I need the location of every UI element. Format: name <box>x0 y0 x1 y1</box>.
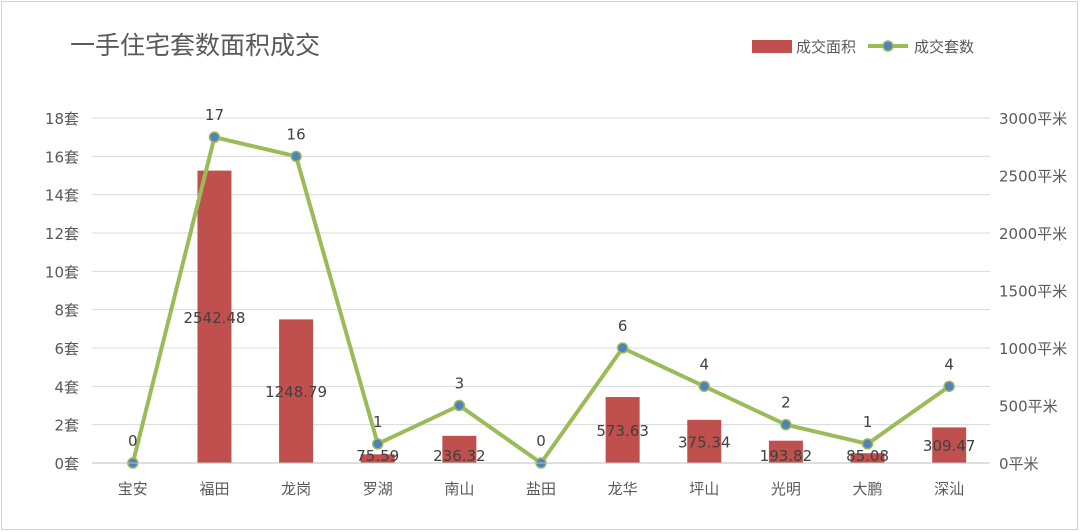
line-value-label: 0 <box>536 432 546 450</box>
left-tick-label: 12套 <box>45 225 79 243</box>
left-tick-label: 10套 <box>45 263 79 281</box>
right-tick-label: 3000平米 <box>999 110 1067 128</box>
legend-line-marker <box>882 40 894 52</box>
legend-line-label: 成交套数 <box>914 38 974 56</box>
line-point <box>698 380 711 393</box>
x-tick-label: 南山 <box>444 480 474 498</box>
bar <box>279 319 314 463</box>
bar-value-label: 309.47 <box>923 437 976 455</box>
line-point <box>453 399 466 412</box>
bar <box>687 419 722 463</box>
bar <box>360 454 395 463</box>
line-value-label: 1 <box>863 413 873 431</box>
bars-series <box>197 170 967 463</box>
x-tick-label: 宝安 <box>118 480 148 498</box>
line-value-label: 4 <box>944 355 954 373</box>
legend: 成交面积 成交套数 <box>752 38 974 56</box>
x-axis: 宝安 福田 龙岗 罗湖 南山 盐田 龙华 坪山 光明 大鹏 深汕 <box>92 462 990 498</box>
data-labels: 2542.48 1248.79 75.59 236.32 573.63 375.34 193… <box>128 106 975 465</box>
right-tick-label: 500平米 <box>999 398 1058 416</box>
left-tick-label: 2套 <box>54 417 79 435</box>
left-tick-label: 18套 <box>45 110 79 128</box>
right-axis: 0平米 500平米 1000平米 1500平米 2000平米 2500平米 3000平米 <box>999 110 1067 473</box>
right-tick-label: 2500平米 <box>999 168 1067 186</box>
bar <box>197 170 232 463</box>
chart-title: 一手住宅套数面积成交 <box>70 31 320 60</box>
line-point <box>861 438 874 450</box>
left-tick-label: 14套 <box>45 187 79 205</box>
bar-value-label: 573.63 <box>596 422 649 440</box>
x-tick-label: 坪山 <box>689 480 719 498</box>
line-value-label: 0 <box>128 432 138 450</box>
line-point <box>616 342 629 354</box>
line-value-label: 16 <box>287 125 306 143</box>
right-tick-label: 2000平米 <box>999 225 1067 243</box>
bar-value-label: 85.08 <box>846 447 889 465</box>
legend-bar-label: 成交面积 <box>796 38 856 56</box>
bar-value-label: 75.59 <box>356 447 399 465</box>
bar <box>605 397 640 463</box>
x-tick-label: 盐田 <box>526 480 556 498</box>
line-value-label: 3 <box>455 375 465 393</box>
line-point <box>943 380 955 393</box>
right-tick-label: 0平米 <box>999 455 1039 473</box>
line-path <box>130 135 951 465</box>
x-tick-label: 福田 <box>199 480 229 498</box>
bar <box>932 427 967 463</box>
line-point <box>290 150 302 163</box>
bar-value-label: 375.34 <box>678 433 731 451</box>
x-tick-label: 龙岗 <box>281 480 311 498</box>
left-tick-label: 6套 <box>54 340 79 358</box>
bar <box>850 453 885 463</box>
x-tick-label: 光明 <box>771 480 801 498</box>
bar-value-label: 193.82 <box>760 447 813 465</box>
right-tick-label: 1500平米 <box>999 283 1067 301</box>
line-value-label: 2 <box>781 394 791 412</box>
x-tick-label: 深汕 <box>934 480 964 498</box>
left-tick-label: 16套 <box>45 148 79 166</box>
line-value-label: 17 <box>205 106 224 124</box>
left-tick-label: 8套 <box>54 302 79 320</box>
line-value-label: 6 <box>618 317 628 335</box>
left-tick-label: 0套 <box>54 455 79 473</box>
bar <box>442 435 477 463</box>
x-tick-label: 罗湖 <box>363 480 393 498</box>
line-series <box>127 131 955 469</box>
bar-value-label: 236.32 <box>433 447 486 465</box>
x-tick-label: 龙华 <box>608 480 638 498</box>
line-point <box>780 418 792 431</box>
bar <box>768 440 803 463</box>
legend-bar-swatch <box>752 40 792 53</box>
line-point <box>208 131 221 143</box>
bar-value-label: 1248.79 <box>265 383 327 401</box>
gridlines <box>92 117 990 426</box>
bar-value-label: 2542.48 <box>183 309 245 327</box>
left-tick-label: 4套 <box>54 378 79 396</box>
x-tick-label: 大鹏 <box>853 480 883 498</box>
line-value-label: 1 <box>373 413 383 431</box>
left-axis: 0套 2套 4套 6套 8套 10套 12套 14套 16套 18套 <box>45 110 79 473</box>
line-point <box>371 438 384 450</box>
right-tick-label: 1000平米 <box>999 340 1067 358</box>
line-value-label: 4 <box>699 355 709 373</box>
